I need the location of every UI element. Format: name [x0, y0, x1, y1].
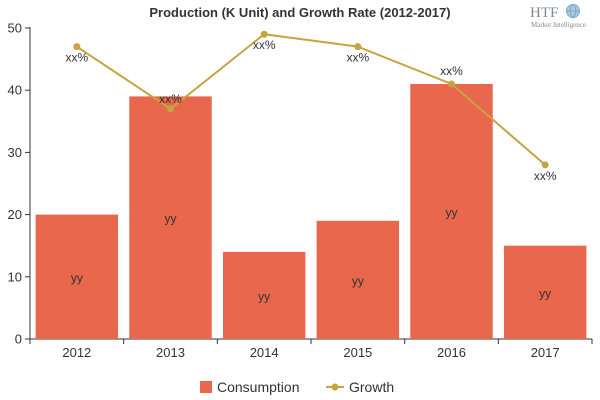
data-labels: yy yy yy yy yy yy xx% xx% xx% xx% xx% xx% [65, 38, 556, 303]
watermark-logo: HTF Market Intelligence [530, 4, 586, 29]
legend: Consumption Growth [200, 379, 394, 395]
bar-consumption [35, 214, 119, 339]
globe-meridian [566, 4, 580, 18]
x-tick-label: 2017 [531, 345, 560, 360]
growth-point [541, 161, 549, 169]
legend-label-consumption: Consumption [217, 379, 300, 395]
x-tick-label: 2012 [62, 345, 91, 360]
y-tick-label: 0 [15, 332, 22, 347]
legend-swatch-growth-marker [331, 383, 339, 391]
growth-data-label: xx% [65, 51, 88, 65]
y-tick-label: 10 [8, 269, 22, 284]
growth-point [448, 80, 455, 88]
y-tick-label: 20 [8, 207, 22, 222]
growth-point [167, 105, 174, 113]
line-series [73, 30, 549, 169]
logo-text: HTF [530, 5, 558, 21]
axes: 0 10 20 30 40 50 2012 2013 2014 2015 2016 2017 [8, 21, 593, 360]
bar-series [35, 83, 587, 339]
growth-data-label: xx% [346, 51, 369, 65]
growth-point [73, 43, 81, 51]
growth-point [260, 30, 268, 38]
y-tick-label: 50 [8, 21, 22, 36]
bar-consumption [222, 251, 306, 339]
bar-consumption [503, 245, 587, 339]
bar-data-label: yy [258, 289, 270, 303]
bar-data-label: yy [165, 212, 177, 226]
growth-line [76, 33, 546, 166]
y-tick-label: 30 [8, 145, 22, 160]
growth-data-label: xx% [534, 169, 557, 183]
logo-subtext: Market Intelligence [531, 21, 586, 29]
bar-data-label: yy [352, 274, 364, 288]
bar-data-label: yy [71, 271, 83, 285]
bar-consumption [316, 220, 400, 339]
legend-label-growth: Growth [349, 379, 394, 395]
x-tick-label: 2013 [156, 345, 185, 360]
growth-data-label: xx% [253, 38, 276, 52]
x-tick-label: 2015 [343, 345, 372, 360]
x-tick-label: 2016 [437, 345, 466, 360]
growth-point [354, 43, 362, 51]
bar-consumption [410, 83, 493, 339]
bar-data-label: yy [446, 205, 458, 219]
growth-data-label: xx% [440, 64, 463, 78]
y-tick-label: 40 [8, 83, 22, 98]
growth-data-label: xx% [159, 92, 182, 106]
chart-title: Production (K Unit) and Growth Rate (201… [149, 5, 450, 20]
bar-consumption [129, 96, 212, 339]
legend-swatch-consumption [200, 381, 212, 393]
bar-data-label: yy [539, 286, 551, 300]
x-tick-label: 2014 [250, 345, 279, 360]
